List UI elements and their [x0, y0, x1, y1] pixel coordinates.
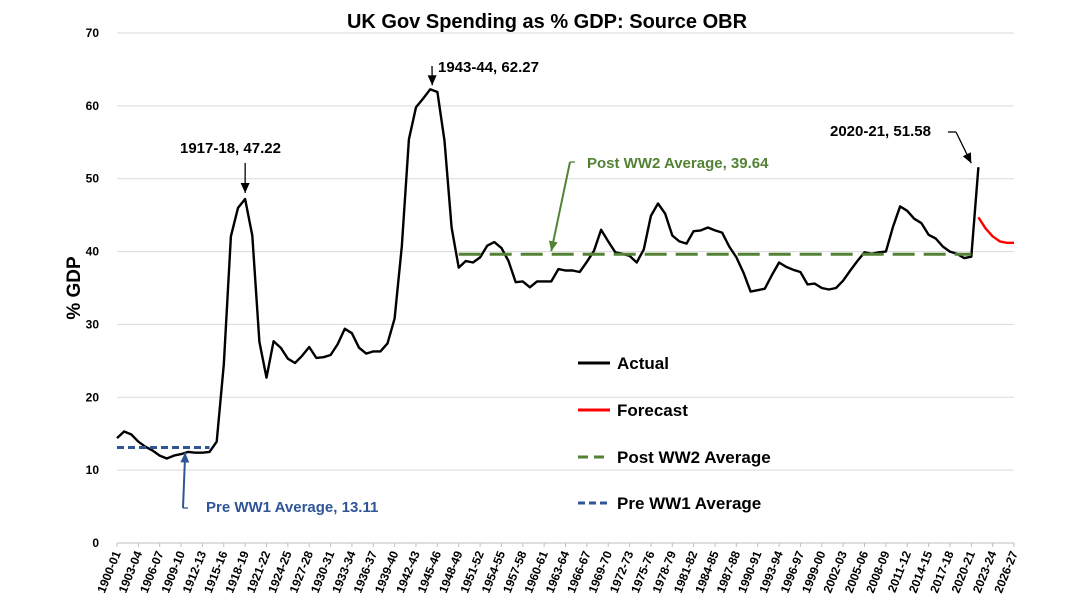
x-axis-ticks: 1900-011903-041906-071909-101912-131915-… — [94, 543, 1021, 595]
y-tick-label: 20 — [86, 390, 100, 404]
y-tick-label: 10 — [86, 463, 100, 477]
series-line-0 — [116, 88, 980, 460]
annotation-arrowhead — [240, 182, 250, 193]
annotation-arrowhead — [180, 452, 190, 463]
annotation-arrowhead — [427, 75, 437, 86]
annotations: 1917-18, 47.22 1943-44, 62.27 2020-21, 51.… — [180, 59, 972, 516]
y-axis-label: % GDP — [64, 256, 85, 320]
y-axis-ticks: 0 10 20 30 40 50 60 70 — [86, 26, 100, 550]
legend-entry: Forecast — [617, 401, 688, 420]
annotation-arrowhead — [548, 240, 558, 252]
annotation-arrow — [550, 161, 571, 252]
y-tick-label: 50 — [86, 172, 100, 186]
gridlines — [117, 32, 1014, 544]
legend-entry: Actual — [617, 354, 669, 373]
annotation-label: 2020-21, 51.58 — [830, 123, 931, 140]
annotation-label: Pre WW1 Average, 13.11 — [206, 499, 378, 516]
annotation-label: 1943-44, 62.27 — [438, 59, 539, 76]
y-tick-label: 40 — [86, 245, 100, 259]
series-lines — [116, 88, 1014, 460]
chart-title: UK Gov Spending as % GDP: Source OBR — [347, 11, 748, 33]
annotation-label: 1917-18, 47.22 — [180, 140, 281, 157]
legend-entry: Pre WW1 Average — [617, 494, 761, 513]
legend-entry: Post WW2 Average — [617, 448, 771, 467]
y-tick-label: 60 — [86, 99, 100, 113]
legend: Actual Forecast Post WW2 Average Pre WW1 Av… — [578, 354, 771, 513]
series-line-1 — [977, 216, 1014, 245]
y-tick-label: 30 — [86, 317, 100, 331]
y-tick-label: 0 — [92, 536, 99, 550]
annotation-arrowhead — [962, 152, 972, 164]
annotation-label: Post WW2 Average, 39.64 — [587, 155, 769, 172]
y-tick-label: 70 — [86, 26, 100, 40]
